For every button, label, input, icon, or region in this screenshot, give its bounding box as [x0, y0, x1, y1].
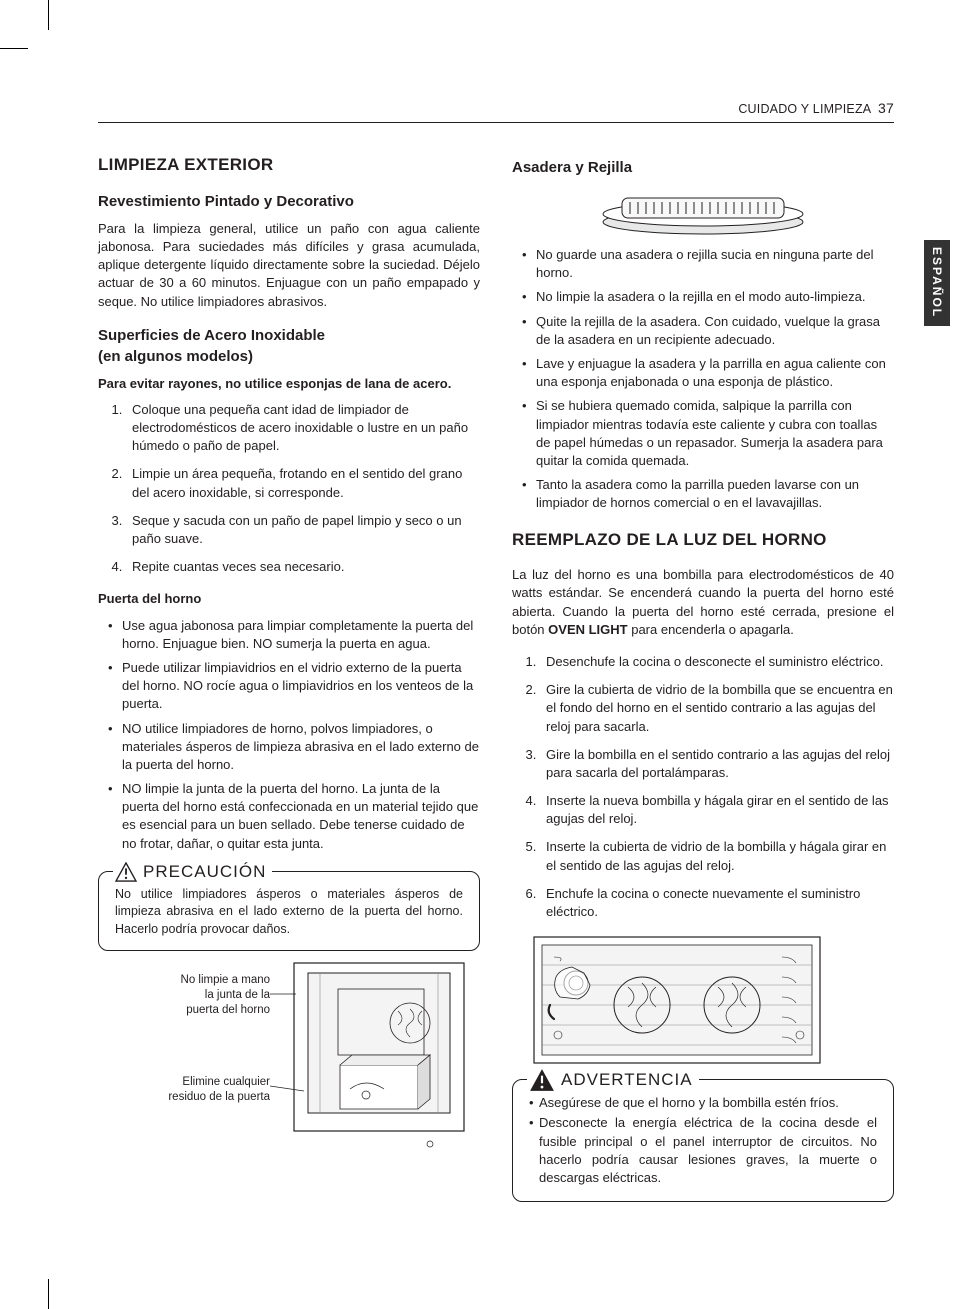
list-item: Desconecte la energía eléctrica de la co… [529, 1114, 877, 1187]
list-item: NO limpie la junta de la puerta del horn… [108, 780, 480, 853]
steel-steps: Coloque una pequeña cant idad de limpiad… [116, 401, 480, 577]
list-item: Lave y enjuague la asadera y la parrilla… [522, 355, 894, 391]
list-item: Gire la cubierta de vidrio de la bombill… [540, 681, 894, 736]
page-content: CUIDADO Y LIMPIEZA 37 LIMPIEZA EXTERIOR … [98, 100, 894, 1269]
bold-lead: Para evitar rayones, no utilice esponjas… [98, 375, 480, 393]
heading-puerta-horno: Puerta del horno [98, 590, 480, 608]
list-item: NO utilice limpiadores de horno, polvos … [108, 720, 480, 775]
list-item: Puede utilizar limpiavidrios en el vidri… [108, 659, 480, 714]
section-title: CUIDADO Y LIMPIEZA [738, 102, 870, 116]
caution-header: PRECAUCIÓN [113, 860, 272, 884]
door-list: Use agua jabonosa para limpiar completam… [108, 617, 480, 853]
list-item: Repite cuantas veces sea necesario. [126, 558, 480, 576]
list-item: No guarde una asadera o rejilla sucia en… [522, 246, 894, 282]
list-item: Limpie un área pequeña, frotando en el s… [126, 465, 480, 501]
right-column: Asadera y Rejilla No guarde una asadera … [512, 153, 894, 1202]
leader-line [270, 987, 296, 1001]
heading-acero-inoxidable: Superficies de Acero Inoxidable (en algu… [98, 325, 480, 367]
left-column: LIMPIEZA EXTERIOR Revestimiento Pintado … [98, 153, 480, 1202]
list-item: Quite la rejilla de la asadera. Con cuid… [522, 313, 894, 349]
caution-box: PRECAUCIÓN No utilice limpiadores áspero… [98, 871, 480, 952]
caution-title: PRECAUCIÓN [143, 860, 266, 884]
list-item: Inserte la cubierta de vidrio de la bomb… [540, 838, 894, 874]
heading-asadera-rejilla: Asadera y Rejilla [512, 157, 894, 178]
list-item: Gire la bombilla en el sentido contrario… [540, 746, 894, 782]
list-item: Asegúrese de que el horno y la bombilla … [529, 1094, 877, 1112]
warning-header: ADVERTENCIA [527, 1068, 699, 1092]
warning-box: ADVERTENCIA Asegúrese de que el horno y … [512, 1079, 894, 1202]
oven-door-diagram: No limpie a mano la junta de la puerta d… [98, 959, 480, 1159]
broiler-pan-illustration [598, 188, 808, 238]
list-item: Seque y sacuda con un paño de papel limp… [126, 512, 480, 548]
warning-title: ADVERTENCIA [561, 1068, 693, 1092]
list-item: Desenchufe la cocina o desconecte el sum… [540, 653, 894, 671]
list-item: Use agua jabonosa para limpiar completam… [108, 617, 480, 653]
heading-revestimiento: Revestimiento Pintado y Decorativo [98, 191, 480, 212]
oven-interior-illustration [532, 935, 822, 1065]
paragraph: Para la limpieza general, utilice un pañ… [98, 220, 480, 311]
list-item: Si se hubiera quemado comida, salpique l… [522, 397, 894, 470]
list-item: Inserte la nueva bombilla y hágala girar… [540, 792, 894, 828]
warning-triangle-icon [115, 862, 137, 882]
heading-reemplazo-luz: REEMPLAZO DE LA LUZ DEL HORNO [512, 528, 894, 552]
warning-triangle-icon [529, 1068, 555, 1092]
page-number: 37 [878, 100, 894, 116]
warning-list: Asegúrese de que el horno y la bombilla … [529, 1094, 877, 1187]
paragraph: La luz del horno es una bombilla para el… [512, 566, 894, 639]
list-item: Enchufe la cocina o conecte nuevamente e… [540, 885, 894, 921]
leader-line [270, 1079, 304, 1093]
oven-door-illustration [290, 959, 480, 1159]
light-replace-steps: Desenchufe la cocina o desconecte el sum… [530, 653, 894, 921]
list-item: No limpie la asadera o la rejilla en el … [522, 288, 894, 306]
running-header: CUIDADO Y LIMPIEZA 37 [98, 100, 894, 123]
broiler-list: No guarde una asadera o rejilla sucia en… [522, 246, 894, 512]
language-tab: ESPAÑOL [924, 240, 950, 326]
heading-limpieza-exterior: LIMPIEZA EXTERIOR [98, 153, 480, 177]
list-item: Coloque una pequeña cant idad de limpiad… [126, 401, 480, 456]
caution-text: No utilice limpiadores ásperos o materia… [115, 886, 463, 939]
list-item: Tanto la asadera como la parrilla pueden… [522, 476, 894, 512]
